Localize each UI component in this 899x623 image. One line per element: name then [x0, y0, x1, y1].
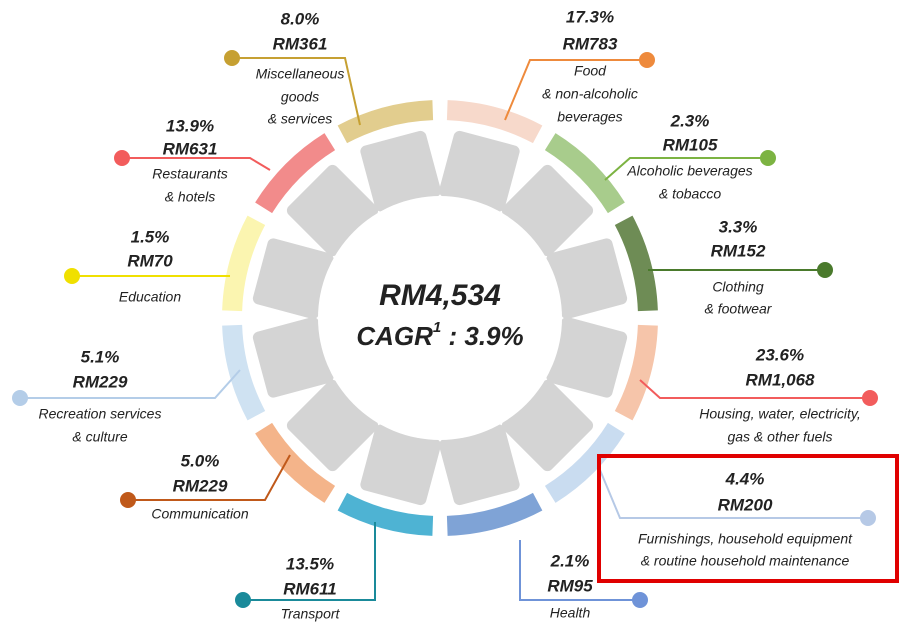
cagr-label: CAGR: [356, 321, 433, 351]
category-label: Clothing: [712, 279, 764, 295]
percent: 4.4%: [725, 469, 765, 488]
leader-line: [20, 369, 241, 399]
category-label: & tobacco: [659, 186, 721, 202]
leader-line: [243, 522, 376, 601]
category-label: Transport: [281, 606, 341, 622]
leader-line: [639, 379, 870, 399]
percent: 8.0%: [281, 9, 320, 28]
percent: 5.1%: [81, 347, 120, 366]
leader-dot: [860, 510, 876, 526]
leader-line: [128, 454, 291, 501]
ring-segment: [337, 100, 434, 144]
category-label: Health: [550, 605, 591, 621]
ring-segment: [222, 215, 266, 312]
category-label: & services: [268, 111, 333, 127]
percent: 2.3%: [670, 111, 710, 130]
percent: 17.3%: [566, 7, 614, 26]
ring-segment: [446, 100, 543, 144]
percent: 5.0%: [181, 451, 220, 470]
amount: RM229: [173, 476, 228, 495]
category-label: & culture: [72, 429, 127, 445]
category-label: Education: [119, 289, 181, 305]
icon-tile: [546, 317, 628, 398]
amount: RM95: [547, 576, 593, 595]
leader-dot: [760, 150, 776, 166]
amount: RM611: [283, 579, 337, 598]
leader-line: [599, 469, 868, 519]
percent: 1.5%: [131, 227, 170, 246]
icon-tile: [439, 130, 520, 212]
category-label: Miscellaneous: [256, 66, 345, 82]
icon-tile: [252, 317, 334, 398]
percent: 3.3%: [719, 217, 758, 236]
ring-segment: [614, 324, 658, 421]
ring-segment: [337, 492, 434, 536]
category-label: & footwear: [705, 301, 773, 317]
amount: RM200: [718, 495, 773, 514]
leader-dot: [862, 390, 878, 406]
leader-dot: [120, 492, 136, 508]
icon-tile: [252, 238, 334, 319]
percent: 13.5%: [286, 554, 334, 573]
leader-line: [519, 540, 640, 601]
ring-segment: [255, 133, 336, 214]
ring-segment: [222, 324, 266, 421]
amount: RM631: [163, 139, 218, 158]
ring-segment: [544, 133, 625, 214]
icon-tile: [546, 238, 628, 319]
highlight-box: [597, 454, 899, 583]
amount: RM70: [127, 251, 173, 270]
category-label: Restaurants: [152, 166, 227, 182]
amount: RM361: [273, 34, 328, 53]
leader-dot: [235, 592, 251, 608]
leader-dot: [224, 50, 240, 66]
category-label: gas & other fuels: [727, 429, 832, 445]
leader-dot: [114, 150, 130, 166]
leader-dot: [639, 52, 655, 68]
category-label: Communication: [151, 506, 248, 522]
leader-line: [604, 157, 768, 181]
category-label: & routine household maintenance: [641, 553, 850, 569]
leader-line: [122, 157, 271, 171]
percent: 23.6%: [755, 345, 804, 364]
icon-tile: [360, 130, 441, 212]
leader-line: [232, 57, 361, 126]
category-label: goods: [281, 89, 319, 105]
leader-dot: [632, 592, 648, 608]
leader-line: [504, 59, 647, 121]
cagr-value: : 3.9%: [441, 321, 523, 351]
category-label: beverages: [557, 109, 622, 125]
center-disc: [318, 196, 562, 440]
icon-tile: [439, 424, 520, 506]
cagr: CAGR1 : 3.9%: [356, 319, 523, 351]
category-label: & hotels: [165, 189, 216, 205]
leader-dot: [12, 390, 28, 406]
ring-segment: [446, 492, 543, 536]
category-label: Furnishings, household equipment: [638, 531, 853, 547]
category-label: Alcoholic beverages: [626, 163, 752, 179]
total: RM4,534: [379, 279, 501, 312]
icon-tile: [360, 424, 441, 506]
percent: 2.1%: [550, 551, 590, 570]
cagr-note: 1: [433, 319, 441, 336]
leader-dot: [64, 268, 80, 284]
ring-segment: [255, 422, 336, 503]
percent: 13.9%: [166, 116, 214, 135]
amount: RM105: [663, 135, 718, 154]
category-label: & non-alcoholic: [542, 86, 638, 102]
amount: RM152: [711, 241, 766, 260]
amount: RM783: [563, 34, 618, 53]
amount: RM229: [73, 372, 128, 391]
leader-dot: [817, 262, 833, 278]
category-label: Food: [574, 63, 607, 79]
ring-segment: [544, 422, 625, 503]
category-label: Housing, water, electricity,: [699, 406, 861, 422]
category-label: Recreation services: [39, 406, 162, 422]
amount: RM1,068: [746, 370, 816, 389]
ring-segment: [614, 215, 658, 312]
